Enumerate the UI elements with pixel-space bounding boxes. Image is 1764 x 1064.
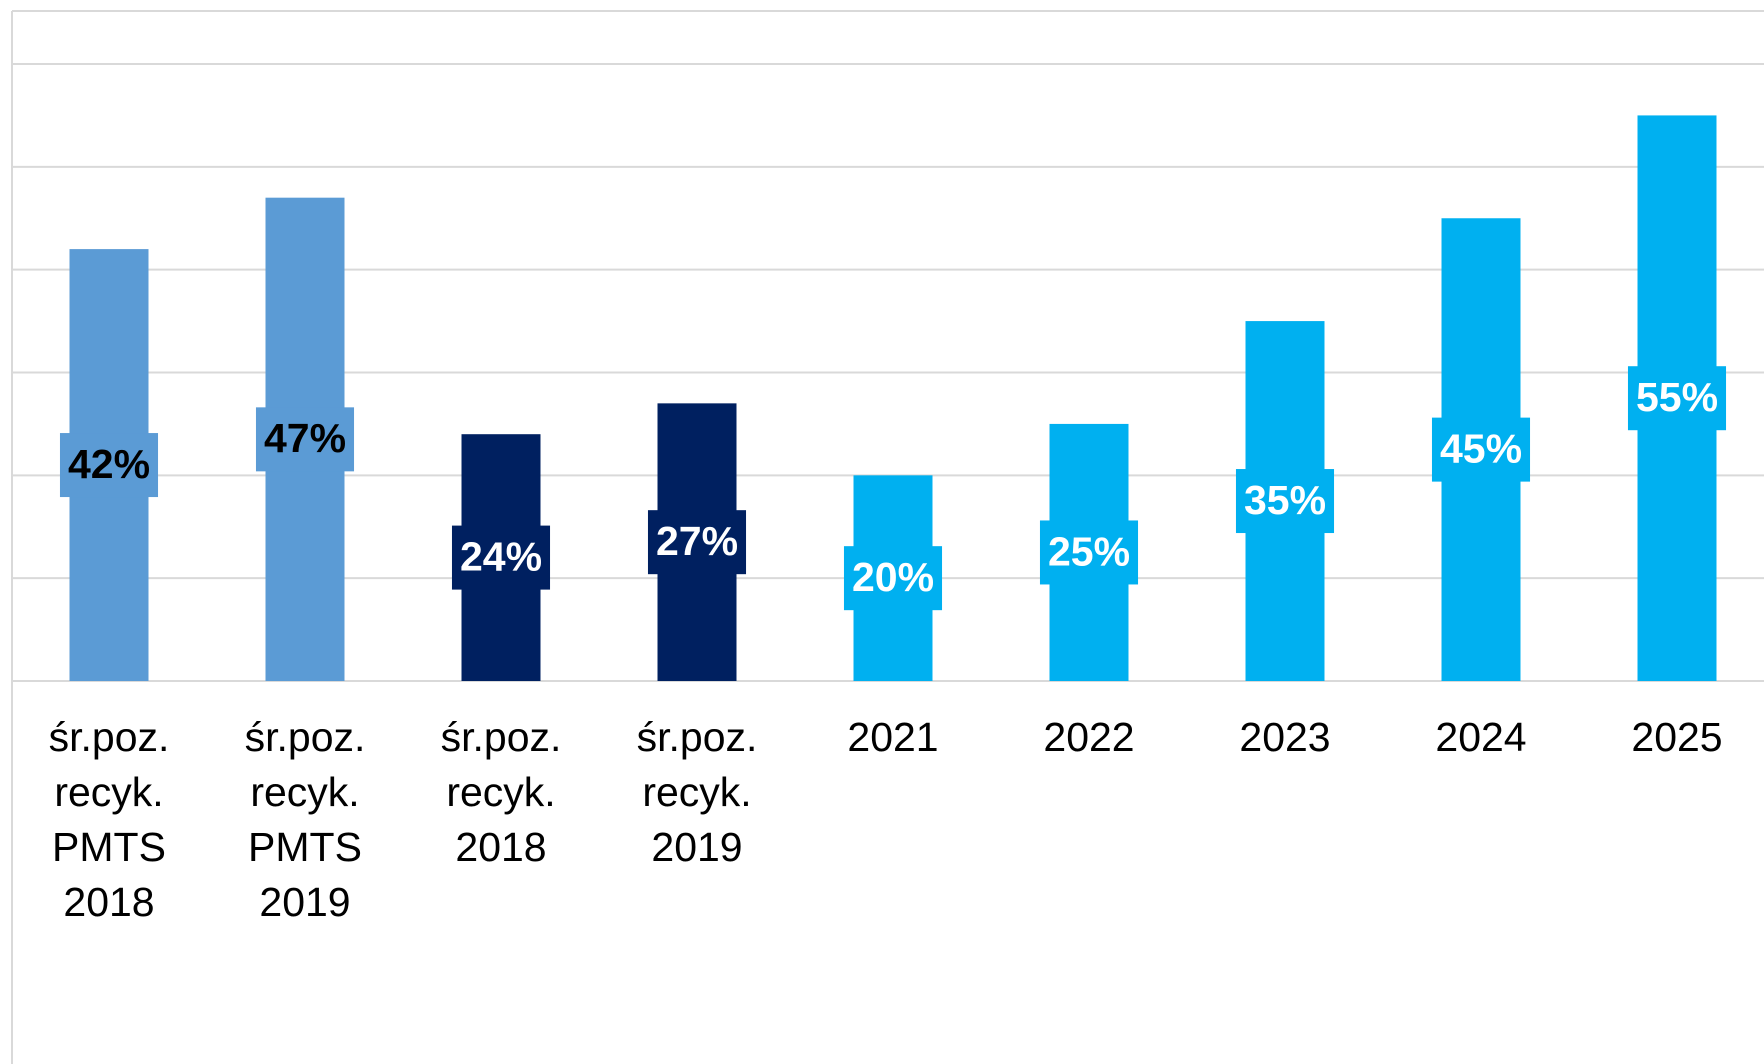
- data-label: 55%: [1636, 374, 1718, 420]
- x-tick-label: 2023: [1239, 714, 1330, 760]
- data-label-box: [451, 525, 551, 590]
- x-tick-label: 2025: [1631, 714, 1722, 760]
- x-tick-label: śr.poz. recyk. PMTS 2018: [49, 714, 170, 925]
- data-label-box: [843, 546, 943, 611]
- data-label-box: [1039, 520, 1139, 585]
- data-label-box: [255, 407, 355, 472]
- data-label: 47%: [264, 415, 346, 461]
- data-label-box: [1235, 469, 1335, 534]
- data-label: 24%: [460, 533, 542, 579]
- data-label: 20%: [852, 554, 934, 600]
- data-label: 45%: [1440, 425, 1522, 471]
- data-label: 27%: [656, 518, 738, 564]
- x-tick-label: 2021: [847, 714, 938, 760]
- data-label-box: [1627, 366, 1727, 431]
- data-label-box: [647, 510, 747, 575]
- data-label: 25%: [1048, 528, 1130, 574]
- x-tick-label: 2022: [1043, 714, 1134, 760]
- data-label: 35%: [1244, 477, 1326, 523]
- x-tick-label: 2024: [1435, 714, 1526, 760]
- data-label: 42%: [68, 441, 150, 487]
- data-label-box: [59, 433, 159, 498]
- x-tick-label: śr.poz. recyk. 2018: [441, 714, 562, 870]
- x-tick-label: śr.poz. recyk. PMTS 2019: [245, 714, 366, 925]
- x-tick-label: śr.poz. recyk. 2019: [637, 714, 758, 870]
- data-label-box: [1431, 417, 1531, 482]
